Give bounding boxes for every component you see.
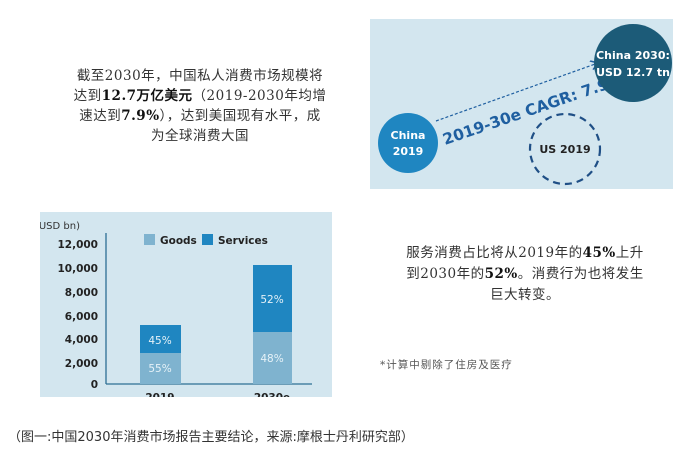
text: ），达到美国现有水平，成 (159, 108, 321, 124)
text: 上升 (615, 245, 644, 261)
stacked-bar-chart-panel: (USD bn) 12,000 10,000 8,000 6,000 4,000… (35, 212, 332, 404)
note-right-line3: 巨大转变。 (380, 285, 670, 306)
text: 服务消费占比将从2019年的 (406, 245, 583, 261)
highlight-value: 7.9% (121, 108, 160, 124)
china-2030-circle (594, 24, 672, 102)
y-tick: 6,000 (65, 311, 98, 323)
bar-2019-services-share: 45% (148, 335, 171, 347)
bar-2030e-goods (253, 332, 292, 384)
bar-2019-goods (140, 353, 181, 384)
bar-2030e-services (253, 265, 292, 332)
stacked-bar-chart: (USD bn) 12,000 10,000 8,000 6,000 4,000… (35, 221, 312, 404)
china-2019-label-line1: China (391, 129, 426, 142)
note-top-line4: 为全球消费大国 (50, 126, 350, 146)
legend-services-swatch (202, 234, 213, 245)
y-axis-unit: (USD bn) (40, 221, 80, 232)
y-tick: 8,000 (65, 287, 98, 299)
cagr-diagram: 2019-30e CAGR: 7.9% China 2019 China 203… (378, 24, 672, 186)
y-tick: 12,000 (57, 239, 98, 251)
china-2030-label-line2: USD 12.7 tn (596, 66, 670, 79)
text: （2019-2030年均增 (192, 88, 327, 104)
text: 截至2030年，中国私人消费市场规模将 (76, 68, 324, 84)
text: 速达到 (79, 108, 122, 124)
bar-2030e-services-share: 52% (260, 294, 283, 306)
text: 巨大转变。 (490, 287, 560, 303)
legend-goods-swatch (144, 234, 155, 245)
bar-2019-services (140, 325, 181, 353)
note-top-summary: 截至2030年，中国私人消费市场规模将 达到12.7万亿美元（2019-2030… (50, 66, 350, 146)
china-2019-label-line2: 2019 (393, 145, 424, 158)
highlight-value: 45% (582, 245, 616, 261)
footnote: *计算中剔除了住房及医疗 (380, 359, 513, 371)
highlight-value: 12.7万亿美元 (101, 88, 193, 104)
text: 。消费行为也将发生 (517, 266, 644, 282)
growth-arrow (435, 63, 598, 122)
china-2019-circle (378, 113, 438, 173)
bar-2030e-goods-share: 48% (260, 353, 283, 365)
china-2030-label-line1: China 2030: (596, 49, 670, 62)
note-top-line1: 截至2030年，中国私人消费市场规模将 (50, 66, 350, 86)
note-right-line2: 到2030年的52%。消费行为也将发生 (380, 264, 670, 285)
y-tick: 2,000 (65, 358, 98, 370)
y-tick: 4,000 (65, 334, 98, 346)
bar-2019-goods-share: 55% (148, 363, 171, 375)
x-label-2030e: 2030e (254, 392, 290, 397)
y-tick: 0 (91, 379, 98, 391)
us-2019-circle (528, 112, 602, 186)
legend-services-label: Services (218, 235, 268, 247)
text: 达到 (73, 88, 102, 104)
text: 到2030年的 (406, 266, 485, 282)
note-top-line2: 达到12.7万亿美元（2019-2030年均增 (50, 86, 350, 106)
highlight-value: 52% (484, 266, 518, 282)
y-tick: 10,000 (57, 263, 98, 275)
us-2019-label: US 2019 (539, 143, 590, 156)
legend-goods-label: Goods (160, 235, 197, 247)
x-label-2019: 2019 (145, 392, 174, 397)
note-right-services-share: 服务消费占比将从2019年的45%上升 到2030年的52%。消费行为也将发生 … (380, 243, 670, 306)
text: 为全球消费大国 (151, 128, 249, 144)
figure-caption: （图一:中国2030年消费市场报告主要结论，来源:摩根士丹利研究部） (8, 430, 414, 445)
note-top-line3: 速达到7.9%），达到美国现有水平，成 (50, 106, 350, 126)
note-right-line1: 服务消费占比将从2019年的45%上升 (380, 243, 670, 264)
cagr-diagram-panel: 2019-30e CAGR: 7.9% China 2019 China 203… (370, 19, 673, 189)
